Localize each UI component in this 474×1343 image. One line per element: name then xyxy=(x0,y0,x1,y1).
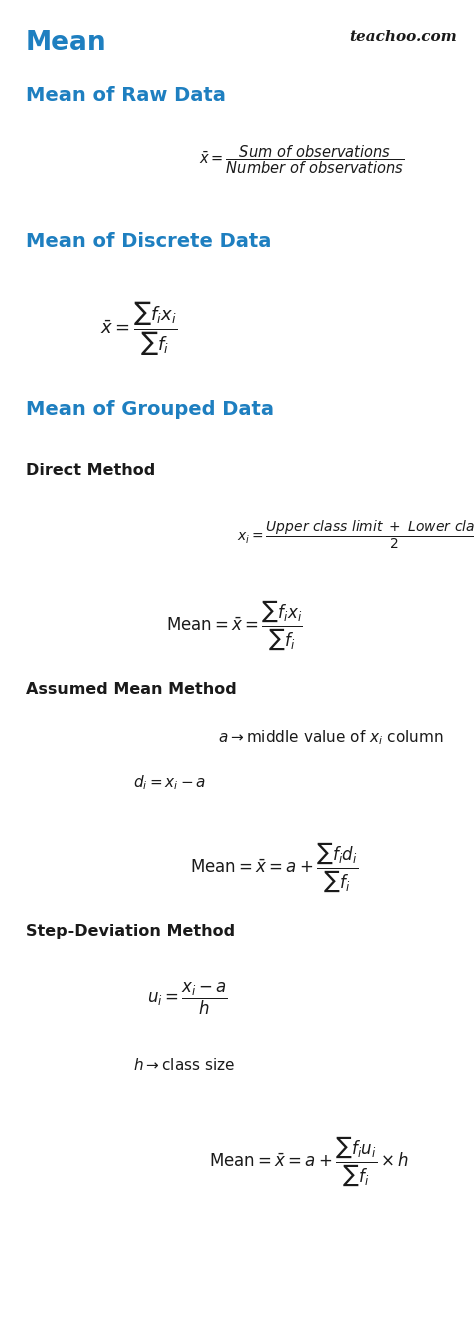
Text: Assumed Mean Method: Assumed Mean Method xyxy=(26,682,237,697)
Text: Direct Method: Direct Method xyxy=(26,463,155,478)
Text: Mean of Raw Data: Mean of Raw Data xyxy=(26,86,226,105)
Text: Mean of Discrete Data: Mean of Discrete Data xyxy=(26,232,272,251)
Text: $h \rightarrow \mathrm{class\ size}$: $h \rightarrow \mathrm{class\ size}$ xyxy=(133,1057,235,1073)
Text: $\bar{x} = \dfrac{\sum f_i x_i}{\sum f_i}$: $\bar{x} = \dfrac{\sum f_i x_i}{\sum f_i… xyxy=(100,301,177,359)
Text: $\mathrm{Mean} = \bar{x} = \dfrac{\sum f_i x_i}{\sum f_i}$: $\mathrm{Mean} = \bar{x} = \dfrac{\sum f… xyxy=(166,599,303,653)
Text: teachoo.com: teachoo.com xyxy=(350,30,457,43)
Text: $u_i = \dfrac{x_i - a}{h}$: $u_i = \dfrac{x_i - a}{h}$ xyxy=(147,980,228,1017)
Text: $\mathrm{Mean} = \bar{x} = a + \dfrac{\sum f_i d_i}{\sum f_i}$: $\mathrm{Mean} = \bar{x} = a + \dfrac{\s… xyxy=(190,841,358,894)
Text: Mean: Mean xyxy=(26,30,107,55)
Text: $\bar{x} = \dfrac{\mathit{Sum\ of\ observations}}{\mathit{Number\ of\ observatio: $\bar{x} = \dfrac{\mathit{Sum\ of\ obser… xyxy=(199,144,404,176)
Text: Mean of Grouped Data: Mean of Grouped Data xyxy=(26,400,274,419)
Text: $\mathrm{Mean} = \bar{x} = a + \dfrac{\sum f_i u_i}{\sum f_i} \times h$: $\mathrm{Mean} = \bar{x} = a + \dfrac{\s… xyxy=(209,1135,409,1189)
Text: $x_i = \dfrac{\mathit{Upper\ class\ limit\ +\ Lower\ class\ limit}}{2}$: $x_i = \dfrac{\mathit{Upper\ class\ limi… xyxy=(237,518,474,551)
Text: $d_i = x_i - a$: $d_i = x_i - a$ xyxy=(133,774,206,792)
Text: Step-Deviation Method: Step-Deviation Method xyxy=(26,924,235,939)
Text: $a \rightarrow \mathrm{middle\ value\ of\ } x_i \mathrm{\ column}$: $a \rightarrow \mathrm{middle\ value\ of… xyxy=(218,728,444,747)
